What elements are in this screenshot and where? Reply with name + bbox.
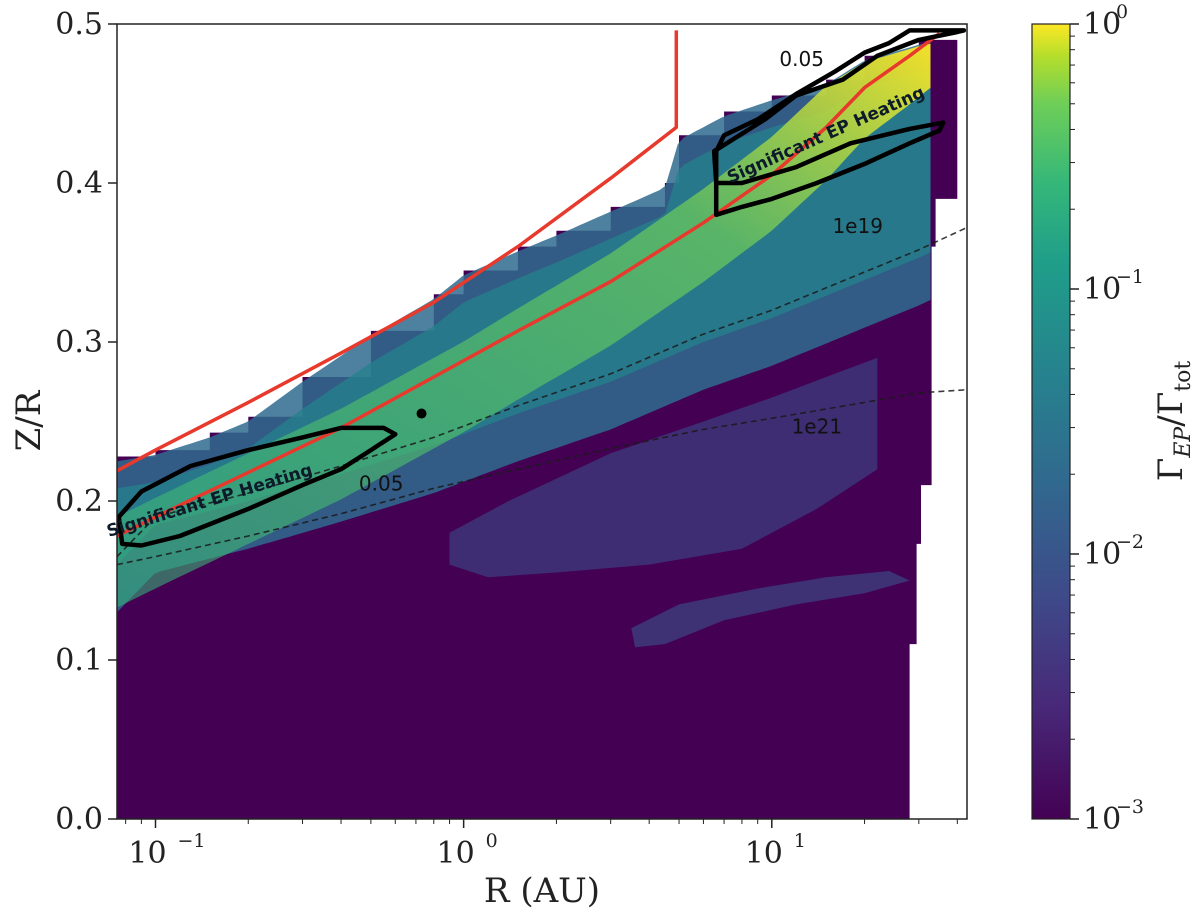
x-axis: 10 −1 10 0 10 1 [125,819,958,871]
colorbar-tick-label: 10 [1083,802,1121,837]
x-tick-exponent: −1 [177,830,205,852]
y-tick-label: 0.0 [55,802,103,837]
colorbar-tick-label: 10 [1083,537,1121,572]
colorbar-tick-exponent: −2 [1116,531,1144,553]
colorbar-tick-exponent: 0 [1116,1,1128,23]
column-density-contour-1e21 [117,388,967,566]
heatmap-lower-feature [631,571,910,648]
plot-frame [116,23,968,820]
y-tick-label: 0.2 [55,484,103,519]
y-tick-label: 0.3 [55,325,103,360]
column-density-contour-1e19 [117,226,967,558]
x-tick-exponent: 0 [486,830,498,852]
colorbar-label: ΓEP/Γtot [1151,361,1196,482]
contour-label-3: 1e21 [792,414,842,438]
y-tick-label: 0.1 [55,643,103,678]
red-curve-1 [117,30,679,473]
contour-label-1: 0.05 [359,472,404,496]
x-tick-exponent: 1 [794,830,806,852]
black-marker [416,408,427,419]
x-axis-label: R (AU) [484,871,600,911]
x-tick-label: 10 [437,836,475,871]
y-axis-label: Z/R [9,389,49,451]
colorbar-tick-label: 10 [1083,7,1121,42]
y-tick-label: 0.5 [55,7,103,42]
colorbar-tick-exponent: −3 [1116,796,1144,818]
contour-label-0: 0.05 [779,47,824,71]
ep-heating-contour-2 [711,28,967,218]
colorbar-tick-exponent: −1 [1116,266,1144,288]
red-curve-2 [117,32,941,538]
x-tick-label: 10 [128,836,166,871]
contour-label-2: 1e19 [832,214,882,238]
ep-heating-contour-1 [117,425,398,548]
x-tick-label: 10 [745,836,783,871]
colorbar-tick-label: 10 [1083,272,1121,307]
colorbar-gradient [1031,23,1071,820]
y-tick-label: 0.4 [55,166,103,201]
heatmap-mid-disk-feature [449,357,878,578]
y-axis: 0.0 0.1 0.2 0.3 0.4 0.5 [55,7,117,837]
